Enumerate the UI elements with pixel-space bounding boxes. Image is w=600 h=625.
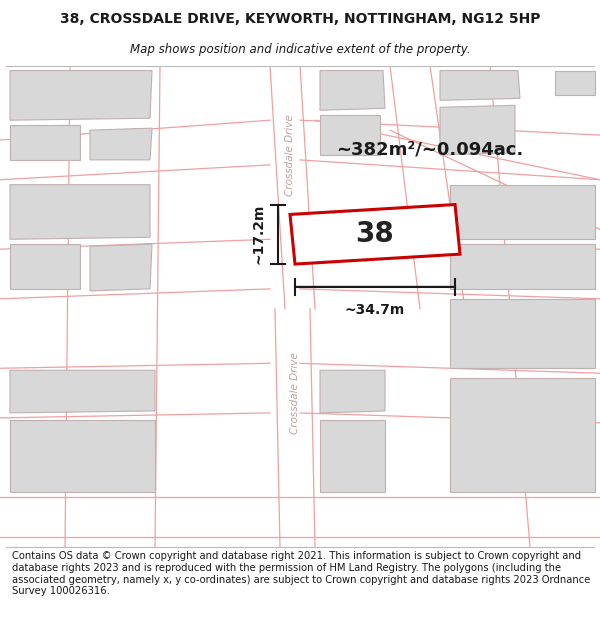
Text: ~34.7m: ~34.7m [345, 302, 405, 317]
Polygon shape [10, 185, 150, 239]
Polygon shape [450, 299, 595, 368]
Text: 38, CROSSDALE DRIVE, KEYWORTH, NOTTINGHAM, NG12 5HP: 38, CROSSDALE DRIVE, KEYWORTH, NOTTINGHA… [60, 12, 540, 26]
Polygon shape [450, 185, 595, 239]
Polygon shape [440, 106, 515, 155]
Text: Contains OS data © Crown copyright and database right 2021. This information is : Contains OS data © Crown copyright and d… [12, 551, 590, 596]
Polygon shape [10, 370, 155, 413]
Polygon shape [320, 420, 385, 492]
Polygon shape [10, 420, 155, 492]
Text: ~382m²/~0.094ac.: ~382m²/~0.094ac. [337, 141, 524, 159]
Polygon shape [90, 244, 152, 291]
Polygon shape [290, 204, 460, 264]
Text: Crossdale Drive: Crossdale Drive [285, 114, 295, 196]
Text: ~17.2m: ~17.2m [252, 204, 266, 264]
Polygon shape [450, 244, 595, 289]
Polygon shape [320, 115, 380, 155]
Polygon shape [440, 71, 520, 101]
Polygon shape [555, 71, 595, 96]
Polygon shape [320, 71, 385, 110]
Polygon shape [320, 370, 385, 413]
Polygon shape [10, 71, 152, 120]
Polygon shape [90, 128, 152, 160]
Polygon shape [450, 378, 595, 492]
Text: Map shows position and indicative extent of the property.: Map shows position and indicative extent… [130, 44, 470, 56]
Polygon shape [10, 125, 80, 160]
Text: 38: 38 [356, 220, 394, 248]
Polygon shape [10, 244, 80, 289]
Text: Crossdale Drive: Crossdale Drive [290, 352, 300, 434]
